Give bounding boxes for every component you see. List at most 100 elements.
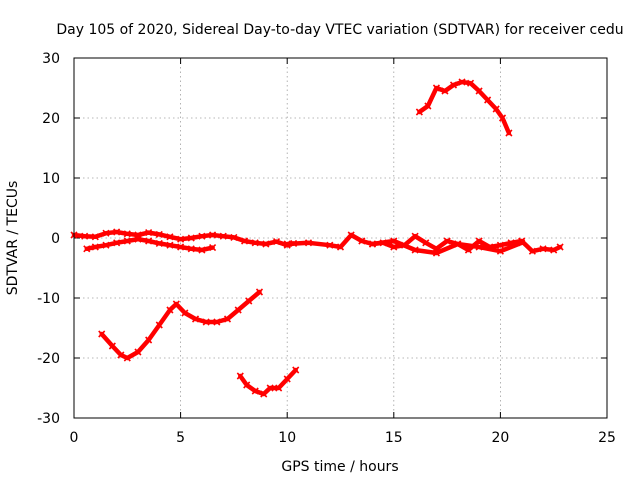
data-point bbox=[518, 239, 526, 247]
data-point bbox=[304, 239, 313, 247]
data-point bbox=[198, 232, 206, 240]
data-point bbox=[422, 239, 430, 247]
series-line-arc-near-zero-a bbox=[71, 229, 296, 248]
data-point bbox=[209, 231, 217, 239]
data-point bbox=[347, 231, 355, 239]
data-point bbox=[415, 108, 423, 116]
x-tick-label: 20 bbox=[491, 430, 509, 446]
chart-title: Day 105 of 2020, Sidereal Day-to-day VTE… bbox=[56, 22, 623, 38]
data-point bbox=[91, 243, 99, 251]
data-point bbox=[113, 228, 121, 236]
y-tick-label: 0 bbox=[51, 231, 60, 247]
data-point bbox=[539, 245, 547, 253]
data-point bbox=[191, 315, 200, 323]
data-point bbox=[292, 366, 300, 374]
series-line-arc-near-zero-d bbox=[370, 238, 524, 256]
data-point bbox=[223, 315, 232, 323]
data-point bbox=[251, 387, 259, 395]
data-point bbox=[187, 234, 195, 242]
data-point bbox=[556, 243, 564, 251]
data-point bbox=[475, 87, 483, 95]
data-point bbox=[411, 232, 419, 240]
data-point bbox=[155, 321, 163, 329]
data-point bbox=[496, 247, 504, 255]
data-point bbox=[272, 238, 281, 246]
data-point bbox=[475, 237, 483, 245]
data-point bbox=[145, 237, 153, 245]
data-point bbox=[166, 233, 174, 241]
data-point bbox=[113, 239, 121, 247]
data-point bbox=[172, 300, 180, 308]
data-point bbox=[458, 78, 466, 86]
data-point bbox=[475, 243, 483, 251]
data-point bbox=[283, 375, 291, 383]
data-point bbox=[368, 240, 377, 248]
data-point bbox=[202, 318, 210, 326]
data-point bbox=[441, 87, 449, 95]
data-point bbox=[198, 246, 206, 254]
data-point bbox=[234, 306, 242, 314]
data-point bbox=[283, 240, 291, 248]
data-point bbox=[134, 348, 142, 356]
data-point bbox=[245, 297, 253, 305]
data-point bbox=[358, 237, 366, 245]
data-point bbox=[326, 241, 334, 249]
data-point bbox=[91, 233, 99, 241]
data-point bbox=[213, 318, 221, 326]
data-point bbox=[177, 243, 185, 251]
x-tick-label: 5 bbox=[176, 430, 185, 446]
data-point bbox=[432, 84, 441, 92]
data-point bbox=[432, 249, 441, 257]
data-point bbox=[102, 229, 110, 237]
x-tick-label: 25 bbox=[598, 430, 616, 446]
x-tick-label: 10 bbox=[278, 430, 296, 446]
data-point bbox=[166, 241, 174, 249]
data-point bbox=[83, 245, 91, 253]
data-point bbox=[336, 243, 345, 251]
data-point bbox=[236, 372, 244, 380]
data-point bbox=[251, 239, 259, 247]
data-point bbox=[181, 309, 189, 317]
plot-frame bbox=[73, 57, 608, 419]
data-point bbox=[187, 245, 195, 253]
x-tick-label: 15 bbox=[385, 430, 403, 446]
data-point bbox=[108, 342, 116, 350]
data-point bbox=[484, 96, 492, 104]
data-point bbox=[424, 102, 432, 110]
data-point bbox=[243, 381, 251, 389]
y-tick-label: 20 bbox=[42, 111, 60, 127]
data-point bbox=[262, 240, 270, 248]
data-point bbox=[449, 81, 458, 89]
tick-labels: 0 5 10 15 20 25 -30 -20 -10 0 10 20 30 bbox=[37, 51, 616, 446]
data-point bbox=[505, 129, 513, 137]
data-point bbox=[123, 354, 131, 362]
y-tick-label: -30 bbox=[37, 411, 60, 427]
data-point bbox=[443, 237, 451, 245]
data-point bbox=[98, 330, 106, 338]
data-point bbox=[155, 239, 163, 247]
data-point bbox=[134, 235, 142, 243]
data-point bbox=[209, 244, 217, 252]
data-point bbox=[266, 384, 274, 392]
y-tick-label: 10 bbox=[42, 171, 60, 187]
data-point bbox=[177, 235, 185, 243]
data-point bbox=[102, 241, 110, 249]
data-point bbox=[390, 237, 398, 245]
data-point bbox=[390, 243, 398, 251]
data-point bbox=[454, 240, 462, 248]
data-point bbox=[155, 230, 163, 238]
data-point bbox=[411, 246, 419, 254]
x-axis-label: GPS time / hours bbox=[281, 459, 398, 475]
data-point bbox=[498, 114, 507, 122]
data-point bbox=[145, 336, 153, 344]
y-tick-label: 30 bbox=[42, 51, 60, 67]
x-tick-label: 0 bbox=[70, 430, 79, 446]
y-tick-label: -10 bbox=[37, 291, 60, 307]
data-point bbox=[81, 232, 89, 240]
data-point bbox=[240, 237, 249, 245]
data-point bbox=[230, 233, 238, 241]
data-series bbox=[70, 78, 564, 398]
data-point bbox=[255, 288, 264, 296]
